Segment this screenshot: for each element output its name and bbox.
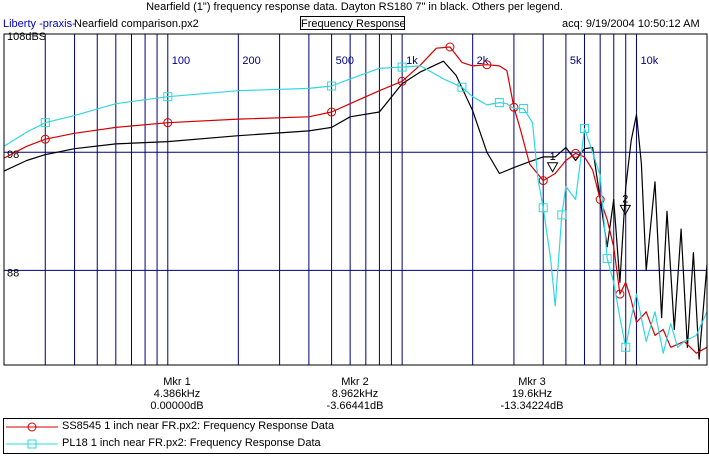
series-point [571, 148, 581, 158]
marker-2-freq: 8.962kHz [331, 388, 379, 400]
marker-layer: 12 [546, 151, 632, 216]
marker-triangle [619, 204, 632, 216]
series-point [538, 203, 548, 213]
x-tick-label: 200 [242, 55, 260, 67]
marker-2-level: -3.66441dB [326, 400, 384, 412]
file-name: Nearfield comparison.px2 [74, 18, 199, 30]
marker-label: 2 [622, 193, 628, 205]
y-tick-label: 88 [7, 267, 19, 279]
x-tick-label: 5k [570, 55, 582, 67]
x-tick-label: 10k [640, 55, 658, 67]
legend-label: SS8545 1 inch near FR.px2: Frequency Res… [62, 420, 335, 432]
legend-swatch-cyan [6, 439, 58, 449]
x-tick-label: 100 [172, 55, 190, 67]
series-point [595, 195, 605, 204]
series-point [602, 254, 612, 264]
series-line-0 [3, 60, 708, 360]
series-point [509, 102, 519, 112]
marker-triangle [546, 162, 559, 173]
series-point [482, 60, 492, 70]
chart-title: Nearfield (1") frequency response data. … [146, 1, 563, 13]
series-point [538, 176, 548, 186]
legend-item[interactable]: SS8545 1 inch near FR.px2: Frequency Res… [4, 419, 708, 435]
series-point [519, 103, 529, 113]
marker-3-freq: 19.6kHz [511, 388, 553, 400]
series-point [327, 81, 337, 91]
series-point [163, 92, 173, 102]
marker-1-freq: 4.386kHz [153, 388, 201, 400]
series-point [579, 124, 589, 134]
y-tick-label: 108dBS [7, 31, 46, 43]
legend-item[interactable]: PL18 1 inch near FR.px2: Frequency Respo… [4, 436, 708, 452]
series-layer [3, 42, 708, 360]
series-point [557, 210, 567, 220]
x-tick-label: 500 [336, 55, 354, 67]
marker-readout-1: Mkr 1 4.386kHz 0.00000dB [117, 376, 237, 412]
marker-2-name: Mkr 2 [341, 376, 369, 388]
marker-1-level: 0.00000dB [150, 400, 204, 412]
series-line-2 [3, 65, 708, 354]
series-line-1 [3, 46, 708, 354]
marker-3-name: Mkr 3 [518, 376, 546, 388]
frequency-response-button[interactable]: Frequency Response [300, 16, 406, 30]
series-point [457, 82, 467, 92]
marker-1-name: Mkr 1 [163, 376, 191, 388]
series-point [397, 62, 407, 72]
marker-3-level: -13.34224dB [500, 400, 564, 412]
x-tick-label: 2k [477, 55, 489, 67]
series-point [621, 342, 631, 352]
legend-label: PL18 1 inch near FR.px2: Frequency Respo… [62, 437, 321, 449]
marker-readout-2: Mkr 2 8.962kHz -3.66441dB [295, 376, 415, 412]
series-point [494, 98, 504, 108]
series-point [40, 134, 50, 144]
series-point [327, 107, 337, 117]
series-point [445, 42, 455, 52]
series-point [40, 118, 50, 128]
plot-frame [3, 33, 708, 366]
legend: SS8545 1 inch near FR.px2: Frequency Res… [3, 418, 709, 454]
legend-swatch-red [6, 422, 58, 432]
marker-readout-3: Mkr 3 19.6kHz -13.34224dB [472, 376, 592, 412]
x-tick-label: 1k [406, 55, 418, 67]
series-point [163, 118, 173, 128]
marker-label: 1 [550, 151, 556, 163]
app-name: Liberty -praxis- [3, 18, 76, 30]
acquisition-timestamp: acq: 9/19/2004 10:50:12 AM [562, 18, 700, 30]
series-point [397, 76, 407, 86]
